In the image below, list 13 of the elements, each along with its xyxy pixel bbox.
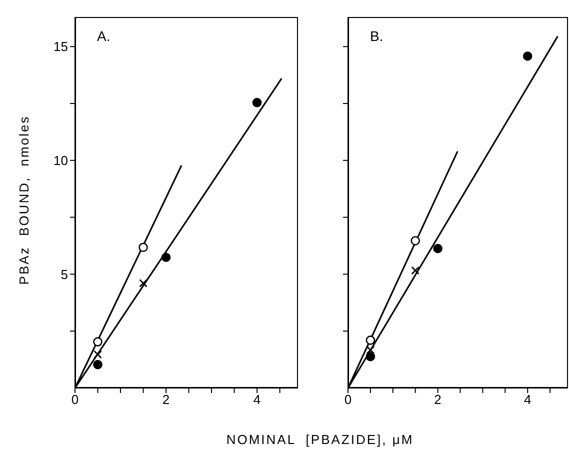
x-axis-title: NOMINAL [PBAZIDE], μM [226, 432, 414, 447]
text: A. [97, 28, 110, 44]
y-tick-label: 5 [60, 266, 68, 282]
x-tick-label: 0 [71, 392, 79, 408]
x-tick-label: 2 [434, 392, 442, 408]
y-axis-title: PBAz BOUND, nmoles [16, 115, 32, 285]
x-tick-label: 4 [524, 392, 532, 408]
y-tick-label: 15 [54, 39, 68, 54]
y-tick-label: 10 [54, 153, 68, 168]
x-tick-label: 2 [162, 392, 170, 408]
x-tick-label: 4 [253, 392, 261, 408]
x-tick-label: 0 [344, 392, 352, 408]
text: B. [370, 28, 384, 44]
